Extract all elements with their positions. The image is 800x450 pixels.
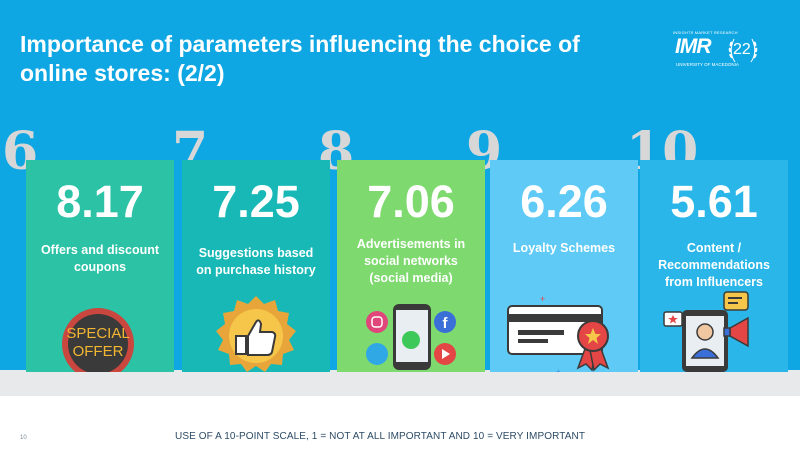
- social-media-phone-icon: f: [366, 304, 456, 370]
- bottom-band: [0, 370, 800, 396]
- special-offer-icon: SPECIAL OFFER: [62, 308, 134, 372]
- score-value: 7.06: [367, 176, 455, 227]
- score-value: 6.26: [520, 176, 608, 227]
- svg-text:f: f: [443, 315, 449, 332]
- svg-text:+: +: [556, 367, 561, 372]
- special-offer-text: SPECIAL: [66, 325, 129, 342]
- parameter-label: Advertisements in social networks (socia…: [356, 237, 466, 285]
- parameter-card: 5.61 Content / Recommendations from Infl…: [640, 160, 788, 372]
- scale-note: USE OF A 10-POINT SCALE, 1 = NOT AT ALL …: [175, 431, 586, 442]
- logo-sub-text: UNIVERSITY OF MACEDONIA: [676, 62, 739, 67]
- svg-text:+: +: [540, 294, 545, 304]
- score-value: 8.17: [56, 176, 144, 227]
- loyalty-card-icon: + +: [507, 294, 610, 372]
- slide-title: Importance of parameters influencing the…: [20, 31, 580, 86]
- influencer-phone-icon: [663, 291, 749, 372]
- parameter-card: 8.17 Offers and discount coupons SPECIAL…: [26, 160, 174, 372]
- imr-logo: INSIGHTS MARKET RESEARCH IMR UNIVERSITY …: [673, 30, 783, 80]
- special-offer-text: OFFER: [73, 343, 124, 360]
- page-number: 10: [20, 435, 27, 441]
- parameter-card: 6.26 Loyalty Schemes + +: [490, 160, 638, 372]
- laurel-wreath-icon: [728, 38, 758, 63]
- score-value: 7.25: [212, 176, 300, 227]
- parameter-label: Offers and discount coupons: [40, 243, 160, 274]
- logo-small-text: INSIGHTS MARKET RESEARCH: [673, 30, 738, 35]
- logo-main-text: IMR: [675, 35, 711, 58]
- logo-number: 22: [733, 41, 751, 58]
- parameter-label: Loyalty Schemes: [512, 241, 616, 255]
- score-value: 5.61: [670, 176, 758, 227]
- parameter-label: Suggestions based on purchase history: [196, 246, 316, 277]
- parameter-card: 7.25 Suggestions based on purchase histo…: [182, 160, 330, 372]
- parameter-card: 7.06 Advertisements in social networks (…: [337, 160, 485, 372]
- thumbs-up-badge-icon: [216, 296, 296, 372]
- parameter-label: Content / Recommendations from Influence…: [658, 241, 770, 289]
